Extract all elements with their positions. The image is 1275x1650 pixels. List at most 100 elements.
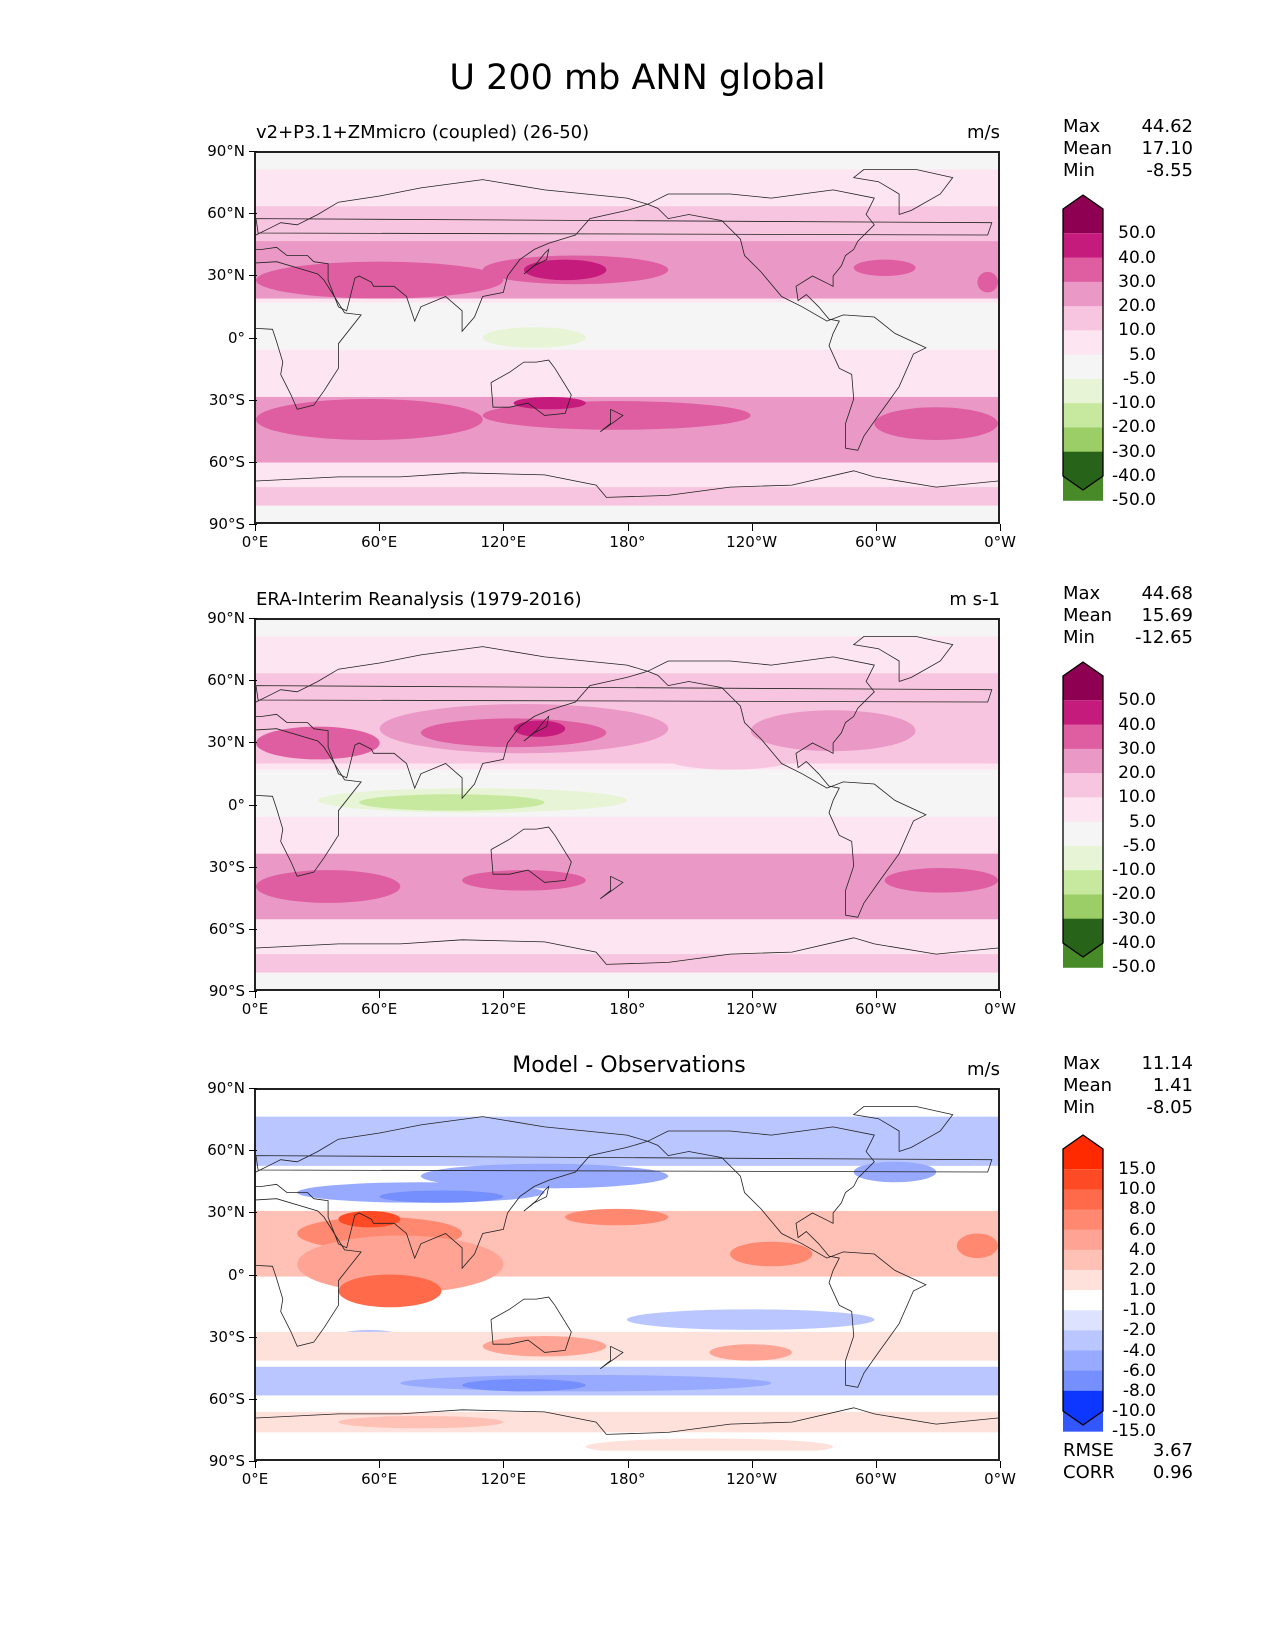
contour-band: [523, 259, 607, 281]
colorbar-segment: [1063, 257, 1103, 283]
colorbar-tick-label: 5.0: [1128, 811, 1156, 832]
colorbar-tick-label: -30.0: [1112, 441, 1156, 462]
contour-band: [884, 868, 998, 893]
coastline: [647, 1126, 927, 1388]
colorbar-tick-label: -2.0: [1122, 1320, 1156, 1341]
stat-min: -8.05: [1146, 1097, 1193, 1118]
stat-mean: 1.41: [1152, 1075, 1193, 1096]
contour-band: [956, 1233, 998, 1259]
colorbar-tick-label: -20.0: [1112, 417, 1156, 438]
colorbar-tick-label: 50.0: [1118, 690, 1156, 711]
stat-label-mean: Mean: [1063, 1075, 1113, 1096]
colorbar-tick-label: -20.0: [1112, 884, 1156, 905]
stat-mean: 15.69: [1141, 605, 1193, 626]
colorbar-segment: [1063, 773, 1103, 798]
contour-band: [750, 710, 916, 752]
colorbar-segment: [1063, 1350, 1103, 1372]
x-tick-mark: [751, 1461, 753, 1468]
colorbar-tick-label: -10.0: [1112, 1401, 1156, 1421]
contour-band: [853, 259, 916, 276]
colorbar-tick-label: -40.0: [1112, 933, 1156, 953]
colorbar-outline: [1062, 194, 1104, 491]
coastline: [256, 1407, 998, 1435]
colorbar-tick-label: -10.0: [1112, 393, 1156, 414]
coastline: [852, 635, 954, 682]
x-tick-mark: [875, 524, 877, 531]
panel-units: m s-1: [949, 589, 1000, 610]
colorbar-tick-label: 40.0: [1118, 247, 1156, 268]
x-tick-mark: [503, 524, 505, 531]
y-tick-label: 60°S: [195, 453, 257, 471]
contour-band: [256, 726, 380, 760]
colorbar-outline: [1062, 1134, 1104, 1426]
y-tick-label: 60°N: [195, 671, 257, 689]
x-tick-mark: [503, 1461, 505, 1468]
x-tick-mark: [379, 991, 381, 998]
x-tick-mark: [255, 1461, 256, 1468]
colorbar-tick-label: -40.0: [1112, 466, 1156, 486]
coastline: [523, 715, 550, 742]
colorbar-segment: [1063, 700, 1103, 726]
colorbar-segment: [1063, 821, 1103, 847]
x-tick-label: 120°W: [726, 1000, 778, 1018]
stat-max: 11.14: [1141, 1053, 1193, 1074]
colorbar-svg: [1062, 194, 1104, 501]
x-tick-label: 120°W: [726, 533, 778, 551]
colorbar-segment: [1063, 797, 1103, 823]
colorbar-segment: [1063, 1330, 1103, 1352]
stat-label-max: Max: [1063, 1053, 1101, 1074]
colorbar-tick-label: -15.0: [1112, 1421, 1156, 1442]
coastline: [490, 359, 572, 416]
colorbar-segment: [1063, 1229, 1103, 1251]
coastline: [256, 646, 649, 800]
colorbar-tick-label: 50.0: [1118, 223, 1156, 244]
colorbar-segment: [1063, 281, 1103, 307]
contour-band: [565, 1208, 669, 1226]
colorbar-extend-max: [1063, 195, 1103, 234]
colorbar-segment: [1063, 894, 1103, 920]
colorbar-tick-label: -30.0: [1112, 908, 1156, 929]
colorbar-outline: [1062, 661, 1104, 958]
contour-band: [977, 271, 998, 293]
stat-label-min: Min: [1063, 160, 1095, 181]
colorbar-tick-label: 10.0: [1118, 320, 1156, 341]
colorbar-tick-label: 20.0: [1118, 296, 1156, 317]
x-tick-label: 60°E: [361, 1470, 398, 1488]
contour-band: [513, 720, 566, 737]
x-tick-label: 120°E: [480, 533, 527, 551]
x-tick-label: 60°E: [361, 1000, 398, 1018]
contour-band: [256, 261, 504, 299]
contour-band: [420, 1163, 669, 1189]
x-tick-mark: [875, 991, 877, 998]
stat-label-mean: Mean: [1063, 138, 1113, 159]
x-tick-label: 60°W: [855, 1470, 897, 1488]
x-tick-mark: [1000, 991, 1001, 998]
colorbar-segment: [1063, 354, 1103, 380]
rmse-value: 3.67: [1152, 1440, 1193, 1461]
coastline: [256, 218, 993, 236]
polar-cap: [256, 980, 998, 989]
stats-box: Max 44.62 Mean 17.10 Min -8.55: [1063, 116, 1193, 182]
y-tick-label: 90°N: [195, 142, 257, 160]
coastline: [256, 685, 993, 703]
metrics-box: RMSE 3.67 CORR 0.96: [1063, 1440, 1193, 1484]
contour-band: [256, 870, 401, 903]
colorbar-segment: [1063, 427, 1103, 453]
y-tick-label: 60°N: [195, 204, 257, 222]
y-tick-label: 30°S: [195, 1328, 257, 1346]
y-tick-label: 30°N: [195, 733, 257, 751]
colorbar-tick-label: -5.0: [1122, 835, 1156, 856]
polar-cap: [256, 1090, 998, 1107]
panel-units: m/s: [967, 122, 1000, 143]
x-tick-label: 120°W: [726, 1470, 778, 1488]
y-tick-label: 60°S: [195, 1390, 257, 1408]
colorbar-tick-label: 2.0: [1128, 1259, 1156, 1280]
x-tick-label: 0°E: [241, 1000, 269, 1018]
stat-label-min: Min: [1063, 1097, 1095, 1118]
colorbar-extend-min: [1063, 918, 1103, 957]
stat-min: -12.65: [1134, 627, 1193, 648]
colorbar-extend-max: [1063, 662, 1103, 701]
map-svg: [256, 153, 998, 522]
colorbar-segment: [1063, 1310, 1103, 1331]
colorbar-tick-label: 10.0: [1118, 1179, 1156, 1200]
